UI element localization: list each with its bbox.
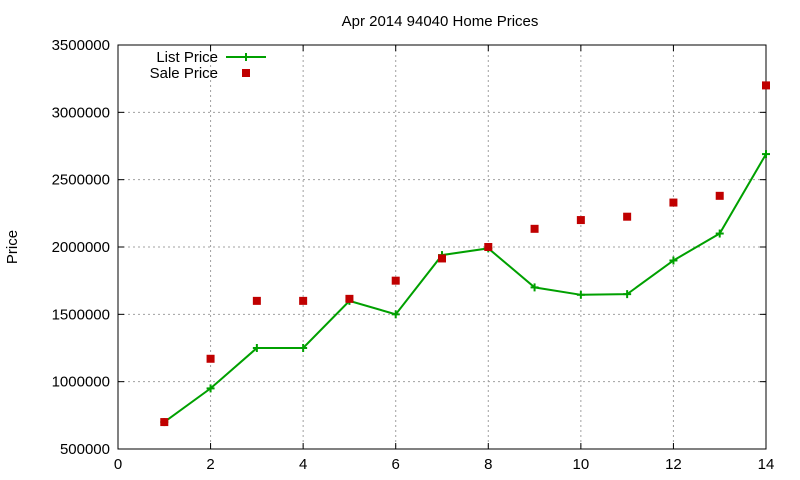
list-price-point: [252, 344, 261, 352]
list-price-line: [163, 153, 767, 423]
y-tick-label: 2000000: [52, 239, 110, 256]
sale-price-point: [623, 212, 632, 221]
x-tick-label: 2: [206, 456, 214, 473]
y-tick-label: 1000000: [52, 374, 110, 391]
list-price-point: [715, 229, 724, 238]
list-price-point: [669, 256, 678, 265]
list-price-point: [623, 290, 632, 299]
x-tick-label: 14: [758, 456, 775, 473]
x-tick-label: 12: [665, 456, 682, 473]
sale-price-point: [299, 296, 308, 305]
sale-price-point: [438, 254, 446, 263]
series-sale-price: [160, 81, 770, 427]
list-price-point: [576, 290, 585, 299]
sale-price-point: [669, 198, 678, 207]
list-price-point: [299, 344, 308, 352]
legend-swatch: [242, 69, 250, 77]
x-tick-label: 0: [114, 456, 122, 473]
y-tick-label: 500000: [60, 441, 110, 458]
list-price-point: [206, 384, 215, 393]
sale-price-point: [345, 294, 354, 303]
sale-price-point: [715, 191, 724, 200]
sale-price-point: [762, 81, 770, 90]
legend-marker: [242, 69, 250, 77]
legend-label: List Price: [156, 49, 218, 66]
y-tick-label: 3500000: [52, 37, 110, 54]
sale-price-point: [391, 276, 400, 285]
list-price-point: [391, 310, 400, 319]
sale-price-point: [252, 296, 261, 305]
x-tick-label: 10: [573, 456, 590, 473]
x-tick-label: 8: [484, 456, 492, 473]
list-price-point: [530, 283, 539, 292]
grid: [118, 45, 766, 449]
legend-swatch: [226, 53, 266, 61]
list-price-point: [762, 150, 770, 159]
y-axis-title: Price: [4, 230, 21, 264]
axes: 0 2 4 6 8 10 12 14 500000 1000000 1500000 2000000 25…: [52, 37, 775, 473]
sale-price-point: [484, 243, 493, 251]
sale-price-point: [160, 418, 169, 427]
legend-marker: [242, 53, 250, 61]
series-list-price: [160, 150, 770, 427]
y-tick-label: 1500000: [52, 306, 110, 323]
chart-title: Apr 2014 94040 Home Prices: [342, 13, 539, 30]
sale-price-point: [576, 216, 585, 225]
sale-price-point: [206, 354, 215, 363]
legend-label: Sale Price: [150, 65, 218, 82]
plot-series: [160, 81, 770, 427]
sale-price-point: [530, 224, 539, 233]
x-tick-label: 4: [299, 456, 307, 473]
y-tick-label: 3000000: [52, 104, 110, 121]
x-tick-label: 6: [392, 456, 400, 473]
y-tick-label: 2500000: [52, 172, 110, 189]
